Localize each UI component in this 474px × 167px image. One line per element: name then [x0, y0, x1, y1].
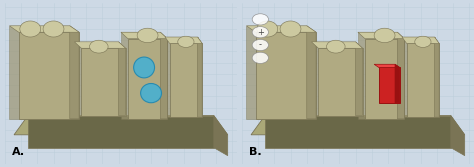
Polygon shape — [160, 32, 167, 119]
Polygon shape — [9, 26, 70, 119]
Polygon shape — [246, 26, 307, 119]
Polygon shape — [28, 116, 214, 148]
Circle shape — [252, 27, 268, 38]
Ellipse shape — [20, 21, 41, 37]
Polygon shape — [365, 39, 404, 119]
Polygon shape — [214, 116, 228, 156]
Polygon shape — [395, 64, 400, 103]
Polygon shape — [198, 37, 202, 117]
Polygon shape — [319, 48, 363, 116]
Polygon shape — [251, 116, 465, 135]
Polygon shape — [118, 42, 126, 116]
Polygon shape — [311, 42, 363, 48]
Ellipse shape — [137, 28, 158, 43]
Polygon shape — [74, 42, 118, 116]
Polygon shape — [9, 26, 79, 32]
Text: A.: A. — [12, 147, 25, 157]
Polygon shape — [358, 32, 404, 39]
Ellipse shape — [280, 21, 301, 37]
Polygon shape — [170, 43, 202, 117]
Ellipse shape — [43, 21, 64, 37]
Ellipse shape — [327, 40, 345, 53]
Polygon shape — [121, 32, 167, 39]
Polygon shape — [402, 37, 439, 43]
Ellipse shape — [141, 84, 162, 103]
Circle shape — [252, 14, 268, 25]
Polygon shape — [14, 116, 228, 135]
Text: -: - — [259, 41, 262, 50]
Polygon shape — [379, 67, 400, 103]
Text: B.: B. — [249, 147, 261, 157]
Polygon shape — [18, 32, 79, 119]
Polygon shape — [374, 64, 400, 67]
Ellipse shape — [415, 36, 431, 47]
Polygon shape — [402, 37, 435, 117]
Polygon shape — [82, 48, 126, 116]
Polygon shape — [246, 26, 316, 32]
Ellipse shape — [134, 57, 155, 78]
Ellipse shape — [178, 36, 194, 47]
Polygon shape — [307, 26, 316, 119]
Ellipse shape — [257, 21, 278, 37]
Circle shape — [252, 52, 268, 63]
Polygon shape — [451, 116, 465, 156]
Ellipse shape — [90, 40, 108, 53]
Polygon shape — [165, 37, 202, 43]
Polygon shape — [311, 42, 356, 116]
Polygon shape — [265, 116, 451, 148]
Polygon shape — [165, 37, 198, 117]
Polygon shape — [128, 39, 167, 119]
Polygon shape — [407, 43, 439, 117]
Polygon shape — [397, 32, 404, 119]
Polygon shape — [70, 26, 79, 119]
Polygon shape — [74, 42, 126, 48]
Polygon shape — [255, 32, 316, 119]
Ellipse shape — [374, 28, 395, 43]
Polygon shape — [356, 42, 363, 116]
Circle shape — [252, 39, 268, 51]
Text: +: + — [257, 28, 264, 37]
Polygon shape — [358, 32, 397, 119]
Polygon shape — [435, 37, 439, 117]
Polygon shape — [121, 32, 160, 119]
